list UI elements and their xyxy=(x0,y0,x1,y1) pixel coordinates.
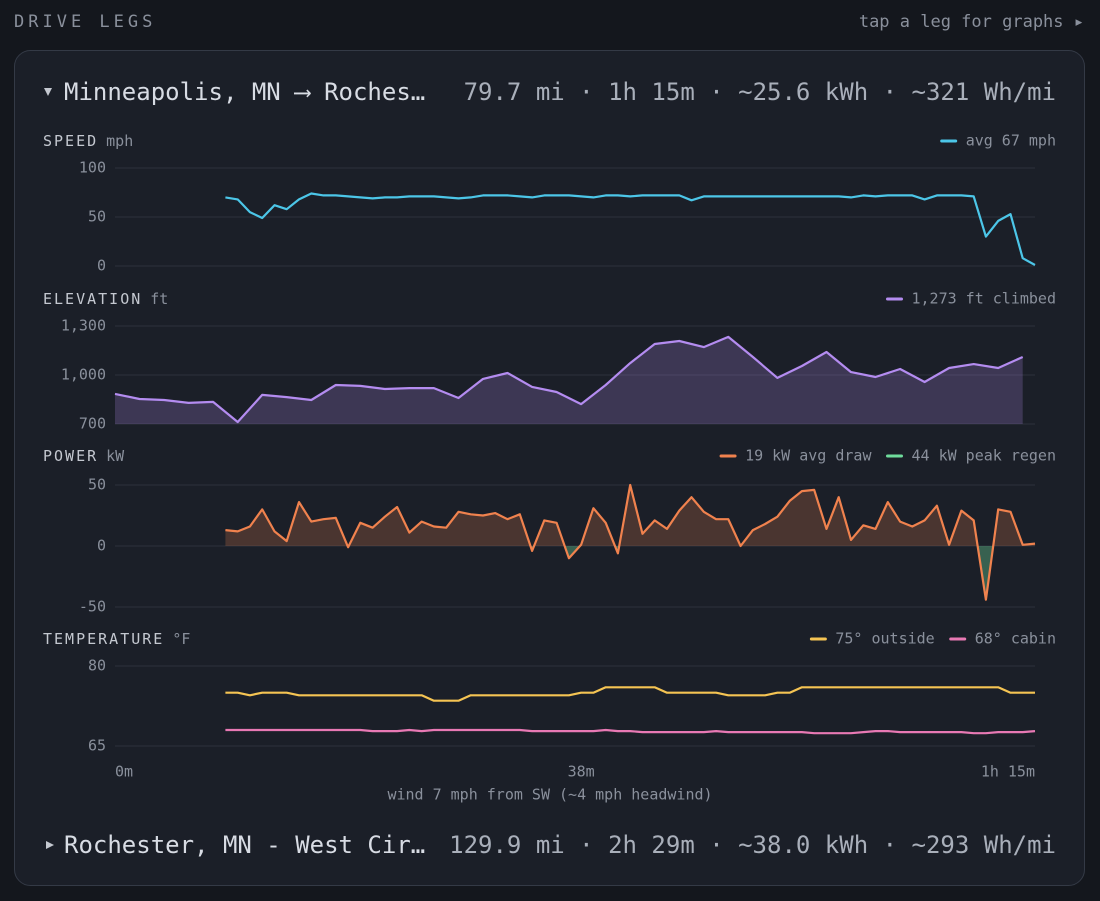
y-tick-label: 700 xyxy=(79,415,106,433)
series-line xyxy=(114,335,1024,424)
legend-label: 19 kW avg draw xyxy=(745,447,872,465)
legend-label: avg 67 mph xyxy=(966,132,1056,150)
leg-stats: 129.9 mi · 2h 29m · ~38.0 kWh · ~293 Wh/… xyxy=(449,831,1056,859)
series-line xyxy=(225,483,1036,601)
section-title: DRIVE LEGS xyxy=(14,12,156,32)
legend-label: 1,273 ft climbed xyxy=(912,290,1057,308)
y-tick-label: -50 xyxy=(79,598,106,616)
chart-title-text: POWER xyxy=(43,447,98,465)
leg-title: Minneapolis, MN ⟶ Roches… xyxy=(64,78,425,106)
leg-row[interactable]: Minneapolis, MN ⟶ Roches… 79.7 mi · 1h 1… xyxy=(44,78,1056,106)
chart-unit: kW xyxy=(106,447,125,465)
chart-unit: ft xyxy=(150,290,168,308)
series-line xyxy=(225,192,1036,266)
legend-label: 68° cabin xyxy=(975,630,1056,648)
x-tick-label: 38m xyxy=(568,763,595,781)
series-line xyxy=(225,686,1035,702)
area-fill xyxy=(225,485,1035,546)
y-tick-label: 100 xyxy=(79,159,106,177)
chart-title-text: ELEVATION xyxy=(43,290,142,308)
y-tick-label: 50 xyxy=(88,208,106,226)
leg-row[interactable]: Rochester, MN - West Cir… 129.9 mi · 2h … xyxy=(46,831,1056,859)
chart-title-text: SPEED xyxy=(43,132,98,150)
section-hint: tap a leg for graphs ▸ xyxy=(859,12,1084,32)
leg-stats: 79.7 mi · 1h 15m · ~25.6 kWh · ~321 Wh/m… xyxy=(464,78,1056,106)
legend-label: 75° outside xyxy=(835,630,934,648)
x-tick-label: 1h 15m xyxy=(981,763,1035,781)
chart-title-text: TEMPERATURE xyxy=(43,630,164,648)
y-tick-label: 50 xyxy=(88,476,106,494)
y-tick-label: 0 xyxy=(97,537,106,555)
y-tick-label: 65 xyxy=(88,737,106,755)
y-tick-label: 1,000 xyxy=(61,366,106,384)
chart-unit: mph xyxy=(106,132,133,150)
collapse-icon xyxy=(44,88,52,96)
x-tick-label: 0m xyxy=(115,763,133,781)
chart-title: SPEED mph xyxy=(43,132,133,150)
y-tick-label: 1,300 xyxy=(61,317,106,335)
chart-title: ELEVATION ft xyxy=(43,290,168,308)
leg-title: Rochester, MN - West Cir… xyxy=(64,831,425,859)
expand-icon xyxy=(46,841,54,849)
y-tick-label: 80 xyxy=(88,657,106,675)
legs-card xyxy=(14,50,1085,886)
y-tick-label: 0 xyxy=(97,257,106,275)
chart-unit: °F xyxy=(172,630,190,648)
area-fill xyxy=(115,336,1023,424)
chart-title: TEMPERATURE °F xyxy=(43,630,190,648)
wind-note: wind 7 mph from SW (~4 mph headwind) xyxy=(387,786,712,804)
legend-label: 44 kW peak regen xyxy=(912,447,1057,465)
chart-title: POWER kW xyxy=(43,447,125,465)
series-line xyxy=(225,728,1036,735)
